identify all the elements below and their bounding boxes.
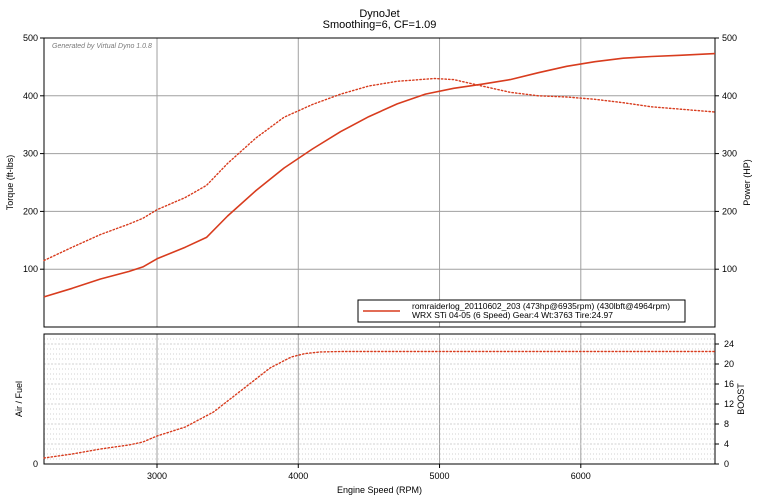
power-line [43, 52, 716, 298]
left-tick-label: 300 [23, 149, 38, 159]
right-tick-label: 100 [722, 264, 737, 274]
afr-tick-label: 0 [33, 459, 38, 469]
legend-entry: WRX STi 04-05 (6 Speed) Gear:4 Wt:3763 T… [412, 310, 613, 320]
right-tick-label: 200 [722, 206, 737, 216]
x-tick-label: 4000 [288, 471, 308, 481]
boost-axis-label: BOOST [736, 383, 746, 415]
right-tick-label: 500 [722, 33, 737, 43]
chart-subtitle: Smoothing=6, CF=1.09 [323, 19, 437, 31]
y-axis-label: Torque (ft-lbs) [5, 155, 15, 211]
chart-title: DynoJet [359, 8, 399, 20]
boost-tick-label: 16 [724, 379, 734, 389]
bottom-panel: 0 4 8 12 16 20 24 0 3000 4000 5000 6000 Engine Speed… [14, 333, 746, 495]
right-tick-label: 400 [722, 91, 737, 101]
afr-axis-label: Air / Fuel [14, 381, 24, 417]
torque-line [43, 77, 716, 262]
left-tick-label: 200 [23, 206, 38, 216]
boost-tick-label: 4 [724, 439, 729, 449]
legend-entry: romraiderlog_20110602_203 (473hp@6935rpm… [412, 301, 670, 311]
boost-tick-label: 12 [724, 399, 734, 409]
y2-axis-label: Power (HP) [742, 159, 752, 206]
boost-tick-label: 0 [724, 459, 729, 469]
x-tick-label: 3000 [147, 471, 167, 481]
top-plot-frame [43, 37, 716, 328]
top-panel: 100 200 300 400 500 100 200 300 400 500 Torque (ft… [5, 33, 752, 328]
boost-line [43, 350, 716, 459]
left-tick-label: 100 [23, 264, 38, 274]
bottom-plot-frame [43, 333, 716, 465]
x-tick-label: 5000 [430, 471, 450, 481]
left-tick-label: 400 [23, 91, 38, 101]
generated-by-note: Generated by Virtual Dyno 1.0.8 [52, 43, 152, 50]
boost-tick-label: 8 [724, 419, 729, 429]
legend-box [357, 299, 686, 323]
x-tick-label: 6000 [571, 471, 591, 481]
left-tick-label: 500 [23, 33, 38, 43]
boost-tick-label: 24 [724, 339, 734, 349]
boost-tick-label: 20 [724, 359, 734, 369]
x-axis-label: Engine Speed (RPM) [337, 485, 422, 495]
right-tick-label: 300 [722, 149, 737, 159]
